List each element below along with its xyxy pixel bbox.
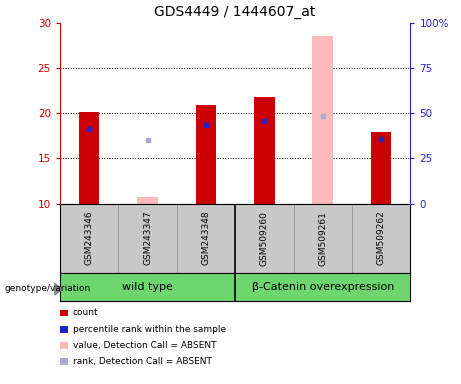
Text: wild type: wild type [122,282,173,292]
Text: GSM243346: GSM243346 [85,211,94,265]
Text: genotype/variation: genotype/variation [5,284,91,293]
Bar [79,113,100,204]
Title: GDS4449 / 1444607_at: GDS4449 / 1444607_at [154,5,316,19]
Bar [195,105,216,204]
Text: GSM509262: GSM509262 [377,211,385,265]
Bar [254,97,275,204]
Text: count: count [73,308,99,318]
Text: GSM243348: GSM243348 [201,211,210,265]
Bar [371,132,391,204]
Text: value, Detection Call = ABSENT: value, Detection Call = ABSENT [73,341,216,350]
Polygon shape [54,283,63,295]
Bar [137,197,158,204]
Text: GSM243347: GSM243347 [143,211,152,265]
Bar [313,36,333,204]
Text: percentile rank within the sample: percentile rank within the sample [73,324,226,334]
Text: rank, Detection Call = ABSENT: rank, Detection Call = ABSENT [73,357,212,366]
Text: GSM509261: GSM509261 [318,211,327,265]
Text: β-Catenin overexpression: β-Catenin overexpression [252,282,394,292]
Text: GSM509260: GSM509260 [260,211,269,265]
